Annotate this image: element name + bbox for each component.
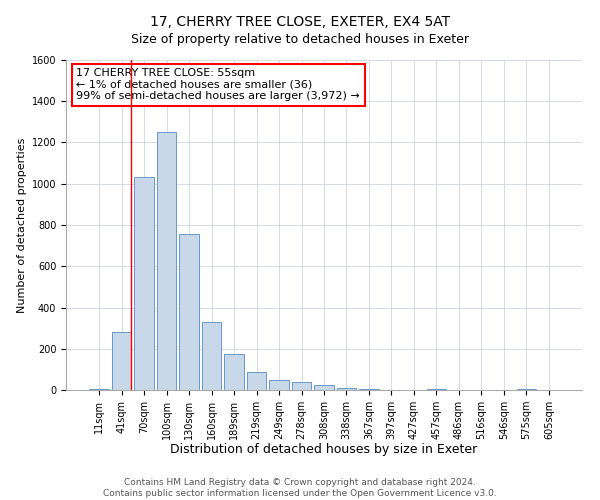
Y-axis label: Number of detached properties: Number of detached properties: [17, 138, 28, 312]
Bar: [359, 389, 379, 390]
Text: 17 CHERRY TREE CLOSE: 55sqm
← 1% of detached houses are smaller (36)
99% of semi: 17 CHERRY TREE CLOSE: 55sqm ← 1% of deta…: [76, 68, 360, 102]
Text: Size of property relative to detached houses in Exeter: Size of property relative to detached ho…: [131, 32, 469, 46]
Bar: [134, 176, 154, 390]
Bar: [247, 372, 266, 390]
Bar: [224, 354, 244, 390]
Bar: [314, 385, 334, 390]
Bar: [517, 388, 536, 390]
Text: Contains HM Land Registry data © Crown copyright and database right 2024.
Contai: Contains HM Land Registry data © Crown c…: [103, 478, 497, 498]
Bar: [292, 382, 311, 390]
Bar: [202, 322, 221, 390]
Bar: [427, 389, 446, 390]
Bar: [157, 132, 176, 390]
Bar: [337, 388, 356, 390]
Bar: [269, 380, 289, 390]
Bar: [112, 332, 131, 390]
Bar: [89, 389, 109, 390]
Bar: [179, 234, 199, 390]
X-axis label: Distribution of detached houses by size in Exeter: Distribution of detached houses by size …: [170, 444, 478, 456]
Text: 17, CHERRY TREE CLOSE, EXETER, EX4 5AT: 17, CHERRY TREE CLOSE, EXETER, EX4 5AT: [150, 15, 450, 29]
